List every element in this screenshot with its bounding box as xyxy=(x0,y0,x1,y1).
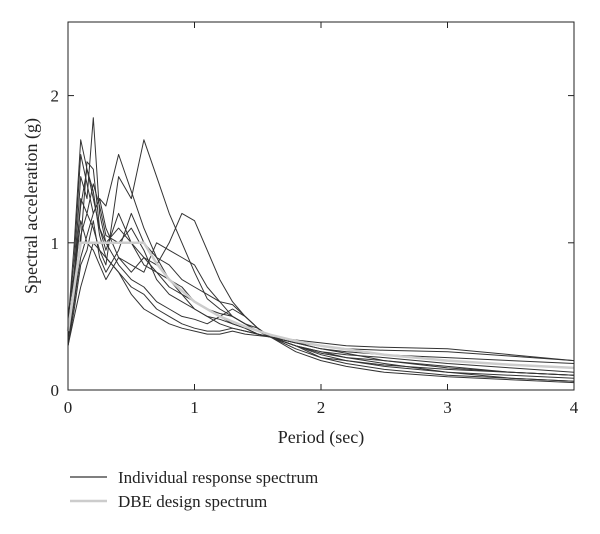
response-spectrum-line-4 xyxy=(67,154,575,364)
series-layer xyxy=(67,117,575,384)
x-tick-label-0: 0 xyxy=(64,398,73,417)
response-spectrum-line-9 xyxy=(67,242,575,362)
response-spectrum-line-5 xyxy=(67,212,575,382)
y-tick-label-0: 0 xyxy=(51,381,60,400)
response-spectrum-line-8 xyxy=(67,220,575,376)
response-spectrum-line-11 xyxy=(67,154,575,373)
legend-label-individual: Individual response spectrum xyxy=(118,468,318,487)
x-tick-label-4: 4 xyxy=(570,398,579,417)
y-tick-label-1: 1 xyxy=(51,234,60,253)
design-layer xyxy=(66,241,575,370)
ticks-layer: 0 1 2 3 4 0 1 2 xyxy=(51,22,579,417)
design-spectrum-line xyxy=(66,241,575,370)
y-tick-label-2: 2 xyxy=(51,87,60,106)
plot-frame xyxy=(67,21,575,391)
y-axis-title: Spectral acceleration (g) xyxy=(21,118,42,294)
x-tick-label-2: 2 xyxy=(317,398,326,417)
legend-label-design: DBE design spectrum xyxy=(118,492,267,511)
x-tick-label-3: 3 xyxy=(443,398,452,417)
legend: Individual response spectrum DBE design … xyxy=(70,468,318,511)
x-tick-label-1: 1 xyxy=(190,398,199,417)
x-axis-title: Period (sec) xyxy=(278,427,364,448)
